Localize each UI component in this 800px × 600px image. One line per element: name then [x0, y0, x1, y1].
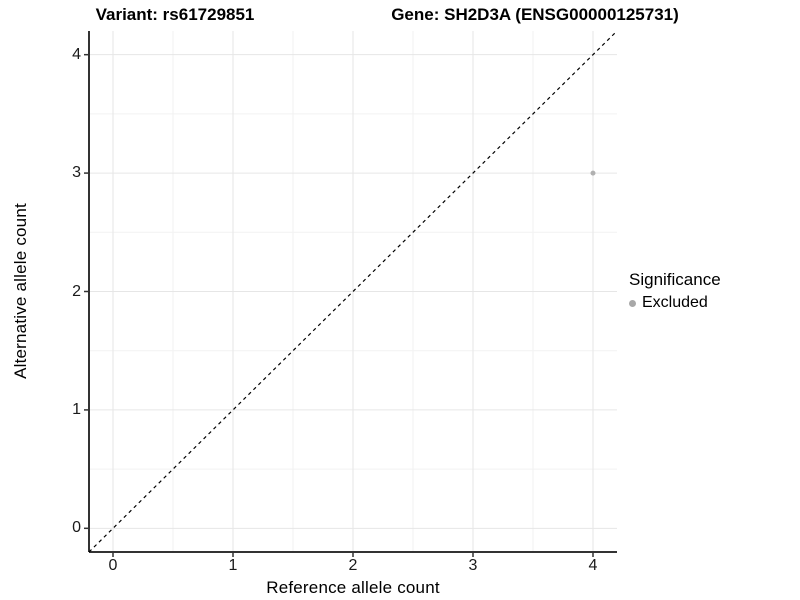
legend-key-dot — [629, 299, 636, 307]
y-tick-label: 4 — [72, 45, 81, 63]
legend-item-label: Excluded — [642, 294, 708, 311]
y-axis-title: Alternative allele count — [11, 203, 30, 379]
legend-item-excluded: Excluded — [629, 294, 721, 312]
x-tick-label: 4 — [588, 557, 598, 574]
x-tick-label: 1 — [228, 557, 238, 574]
y-tick-label: 2 — [72, 282, 81, 300]
legend-title: Significance — [629, 270, 721, 289]
y-tick-label: 3 — [72, 164, 81, 182]
legend: Significance Excluded — [629, 270, 721, 312]
identity-line — [88, 31, 617, 553]
plot-canvas — [84, 31, 617, 557]
y-tick-label: 0 — [72, 519, 81, 537]
x-tick-label: 3 — [468, 557, 478, 574]
plot-title-gene: Gene: SH2D3A (ENSG00000125731) — [391, 5, 679, 24]
y-tick-label: 1 — [72, 400, 81, 418]
plot-title-variant: Variant: rs61729851 — [95, 5, 255, 24]
x-axis-title: Reference allele count — [266, 578, 440, 597]
x-tick-label: 2 — [348, 557, 358, 574]
x-tick-label: 0 — [108, 557, 118, 574]
data-point — [590, 170, 596, 176]
